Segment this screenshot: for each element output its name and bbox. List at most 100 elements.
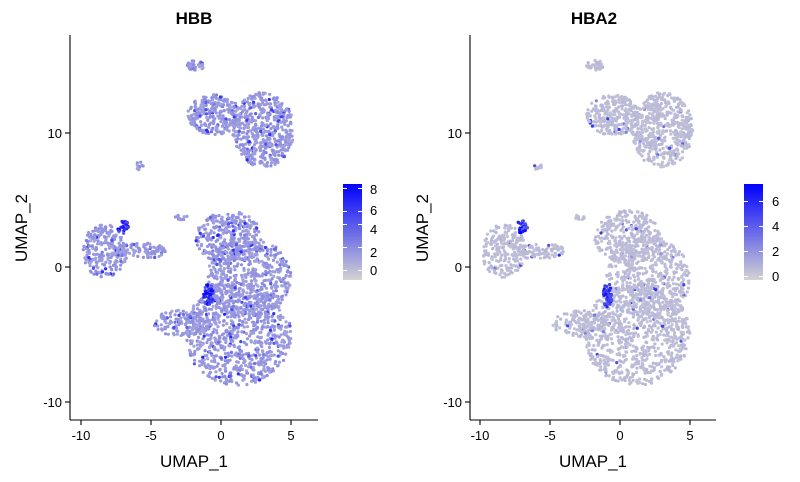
scatter-point [199,340,203,344]
scatter-point [504,231,508,235]
scatter-point [232,295,236,299]
scatter-point [244,273,248,277]
scatter-point [260,153,264,157]
scatter-point [670,159,675,163]
scatter-point [633,244,638,248]
scatter-point [262,130,266,134]
scatter-point [190,319,194,323]
scatter-point [94,269,98,273]
scatter-point [218,95,222,99]
scatter-point [636,127,640,131]
scatter-point [239,282,243,286]
scatter-point [676,105,680,109]
scatter-point [197,239,201,244]
scatter-point [202,95,206,99]
scatter-point [585,112,589,117]
scatter-point [624,218,628,222]
scatter-point [177,321,182,326]
scatter-point [224,117,228,121]
legend-label: 4 [370,222,377,237]
scatter-point [234,219,238,223]
scatter-point [658,142,662,147]
scatter-point [663,250,667,254]
scatter-point [257,230,261,234]
scatter-point [272,158,276,162]
scatter-point [620,236,624,240]
scatter-point [247,263,251,267]
scatter-point [93,257,97,261]
scatter-point [201,355,205,359]
scatter-point [246,230,250,234]
scatter-point [628,252,632,256]
scatter-point [507,256,511,261]
scatter-point [262,367,266,371]
scatter-point [666,110,671,114]
scatter-point [261,360,265,365]
scatter-point [228,332,232,336]
scatter-point [640,232,644,236]
scatter-point [654,261,658,265]
scatter-point [210,260,214,264]
scatter-point [227,118,231,122]
scatter-point [211,122,215,126]
scatter-point [256,102,260,106]
scatter-point [241,229,245,233]
scatter-point [606,108,610,112]
scatter-point [252,136,256,140]
scatter-point [505,241,509,245]
scatter-point [123,253,127,257]
scatter-point [223,362,227,366]
scatter-point [250,358,254,362]
scatter-point [237,323,241,327]
scatter-point [636,119,640,123]
scatter-point [644,243,648,247]
scatter-point [276,110,280,115]
scatter-point [658,104,662,109]
scatter-point [681,150,685,154]
scatter-point [225,274,229,278]
scatter-point [617,105,621,109]
scatter-point [240,330,244,334]
scatter-point [644,105,649,109]
scatter-point [246,96,250,101]
scatter-point [661,240,666,244]
scatter-point [504,264,508,268]
scatter-point [607,95,611,99]
scatter-point [629,122,634,126]
scatter-point [239,233,243,237]
scatter-point [557,253,561,257]
scatter-point [252,255,256,259]
scatter-point [262,283,266,287]
scatter-point [247,140,251,144]
scatter-point [264,146,268,150]
scatter-point [609,218,613,223]
scatter-point [211,93,216,97]
scatter-point [220,130,224,134]
scatter-point [682,146,686,150]
scatter-point [83,261,87,265]
scatter-point [175,215,179,219]
scatter-point [214,295,218,299]
scatter-point [266,321,270,325]
scatter-point [484,249,488,253]
scatter-point [600,225,604,229]
scatter-point [626,268,630,272]
scatter-point [505,273,509,277]
scatter-point [681,287,685,291]
scatter-point [643,266,647,271]
scatter-point [104,229,108,233]
scatter-point [252,100,256,104]
scatter-point [273,98,277,102]
scatter-point [237,290,241,294]
scatter-point [170,309,174,313]
scatter-point [222,319,226,323]
scatter-point [593,238,597,242]
scatter-point [484,252,488,257]
scatter-point [513,268,518,272]
scatter-point [613,228,617,232]
scatter-point [206,363,210,367]
scatter-point [659,274,663,278]
scatter-point [629,119,633,123]
scatter-point [267,332,271,336]
scatter-point [672,292,676,296]
